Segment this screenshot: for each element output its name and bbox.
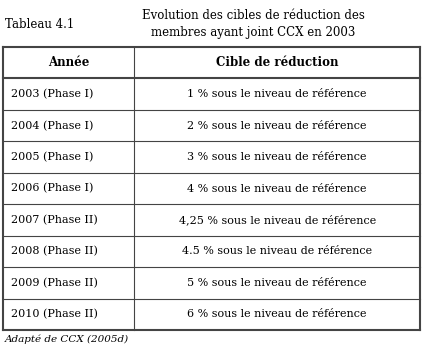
Text: 5 % sous le niveau de référence: 5 % sous le niveau de référence [187, 278, 367, 288]
Text: 3 % sous le niveau de référence: 3 % sous le niveau de référence [187, 152, 367, 162]
Text: 2009 (Phase II): 2009 (Phase II) [11, 278, 98, 288]
Text: Cible de réduction: Cible de réduction [216, 56, 338, 69]
Text: 2 % sous le niveau de référence: 2 % sous le niveau de référence [187, 121, 367, 131]
Text: 2010 (Phase II): 2010 (Phase II) [11, 309, 98, 319]
Text: 2004 (Phase I): 2004 (Phase I) [11, 121, 93, 131]
Text: 2006 (Phase I): 2006 (Phase I) [11, 183, 93, 194]
Text: 1 % sous le niveau de référence: 1 % sous le niveau de référence [187, 89, 367, 99]
Text: 4.5 % sous le niveau de référence: 4.5 % sous le niveau de référence [182, 246, 372, 256]
Text: 2003 (Phase I): 2003 (Phase I) [11, 89, 93, 99]
Text: 2007 (Phase II): 2007 (Phase II) [11, 215, 98, 225]
Text: 4,25 % sous le niveau de référence: 4,25 % sous le niveau de référence [179, 215, 376, 225]
Text: Tableau 4.1: Tableau 4.1 [5, 18, 74, 31]
Text: Année: Année [48, 56, 89, 69]
Text: 2008 (Phase II): 2008 (Phase II) [11, 246, 98, 257]
Text: 2005 (Phase I): 2005 (Phase I) [11, 152, 93, 162]
Text: 4 % sous le niveau de référence: 4 % sous le niveau de référence [187, 184, 367, 194]
Text: Adapté de CCX (2005d): Adapté de CCX (2005d) [5, 335, 129, 345]
Text: 6 % sous le niveau de référence: 6 % sous le niveau de référence [187, 309, 367, 319]
Text: Evolution des cibles de réduction des
membres ayant joint CCX en 2003: Evolution des cibles de réduction des me… [142, 9, 365, 39]
